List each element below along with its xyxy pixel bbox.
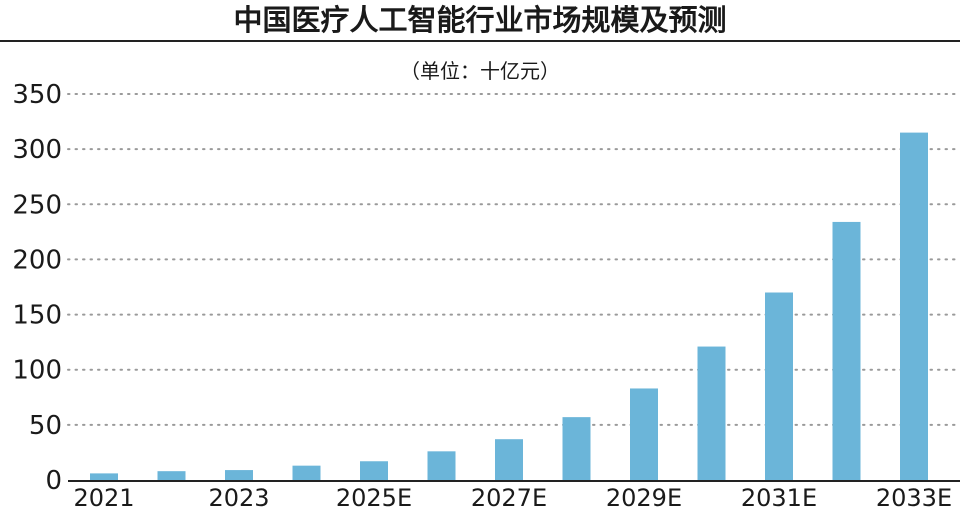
bar-2031E (765, 292, 793, 480)
grid-lines (67, 93, 960, 426)
y-tick-label: 100 (12, 356, 62, 386)
y-tick-label: 350 (12, 80, 62, 110)
bar-2024 (292, 465, 321, 480)
bar-2021 (90, 473, 118, 480)
x-tick-label: 2021 (73, 484, 134, 509)
y-tick-label: 50 (29, 411, 62, 441)
bar-2023 (225, 470, 253, 480)
y-tick-label: 250 (12, 190, 62, 220)
bar-2025E (360, 461, 388, 480)
bar-2029E (630, 388, 658, 480)
unit-label: （单位：十亿元） (400, 59, 560, 83)
x-tick-label: 2031E (741, 484, 817, 509)
x-axis-ticks: 2021 2023 2025E 2027E 2029E 2031E 2033E (73, 484, 952, 509)
bar-2032E (832, 221, 861, 480)
x-tick-label: 2025E (336, 484, 412, 509)
y-axis-ticks: 0 50 100 150 200 250 300 350 (12, 80, 62, 496)
x-tick-label: 2029E (606, 484, 682, 509)
y-tick-label: 300 (12, 135, 62, 165)
bar-2027E (495, 439, 523, 480)
bar-2033E (900, 132, 928, 480)
bar-2028E (562, 417, 591, 480)
bar-2022 (157, 471, 186, 480)
x-tick-label: 2033E (876, 484, 952, 509)
bars (90, 132, 928, 480)
chart-title: 中国医疗人工智能行业市场规模及预测 (233, 3, 727, 37)
y-tick-label: 0 (45, 466, 62, 496)
y-tick-label: 200 (12, 245, 62, 275)
x-tick-label: 2027E (471, 484, 547, 509)
y-tick-label: 150 (12, 301, 62, 331)
x-tick-label: 2023 (208, 484, 269, 509)
bar-2030E (697, 346, 726, 480)
bar-2026E (427, 451, 456, 480)
title-divider (0, 40, 960, 42)
